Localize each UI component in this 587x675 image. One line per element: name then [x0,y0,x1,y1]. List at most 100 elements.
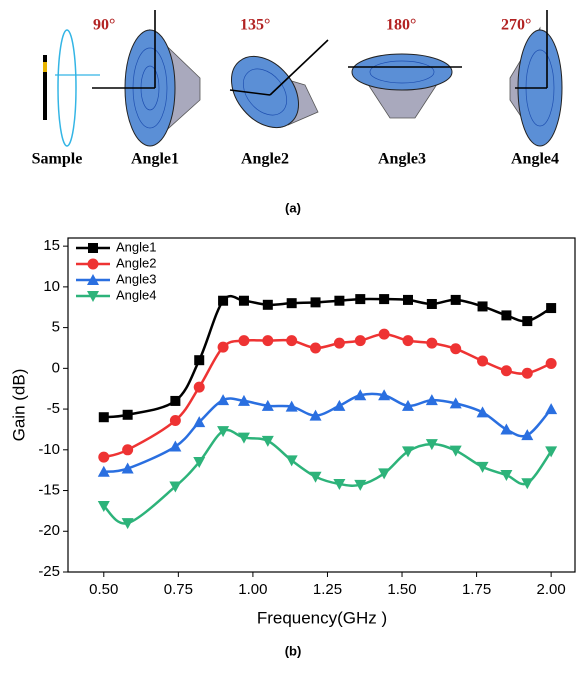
x-tick-label: 1.00 [238,581,267,598]
marker [309,471,322,483]
x-tick-label: 0.50 [89,581,118,598]
angle-label: 270° [501,17,531,34]
marker [521,429,534,441]
x-tick-label: 0.75 [164,581,193,598]
marker [310,342,322,354]
marker [170,395,181,406]
marker [194,355,205,366]
marker [500,470,513,482]
marker [122,409,133,420]
marker [402,335,414,347]
marker [425,439,438,451]
cone-ring [242,68,288,116]
marker [426,298,437,309]
marker [476,406,489,418]
marker [218,295,229,306]
marker [378,389,391,401]
panel-label: Angle4 [511,151,559,168]
marker [286,298,297,309]
marker [98,451,110,463]
marker [262,299,273,310]
y-tick-label: 10 [43,278,60,295]
marker [449,445,462,457]
y-tick-label: 15 [43,237,60,254]
marker [354,335,366,347]
x-tick-label: 1.25 [313,581,342,598]
marker [262,335,274,347]
marker [217,426,230,438]
caption: (a) [285,200,301,215]
marker [309,409,322,421]
marker [87,258,99,270]
panel-label: Angle1 [131,151,179,168]
legend-label: Angle2 [116,255,156,270]
marker [217,341,229,353]
marker [238,335,250,347]
legend-label: Angle4 [116,287,156,302]
marker [545,357,557,369]
marker [401,446,414,458]
illustration [43,10,563,147]
cone-disk [351,53,453,91]
y-axis-label: Gain (dB) [9,369,28,442]
y-tick-label: -20 [38,522,60,539]
marker [500,423,513,435]
series-line [102,428,553,525]
marker [379,294,390,305]
marker [450,343,462,355]
angle-label: 180° [386,17,416,34]
legend-label: Angle1 [116,239,156,254]
marker [97,501,110,513]
x-tick-label: 1.50 [387,581,416,598]
y-tick-label: -10 [38,441,60,458]
marker [169,414,181,426]
marker [333,479,346,491]
marker [87,291,99,302]
marker [477,301,488,312]
marker [449,397,462,409]
x-tick-label: 1.75 [462,581,491,598]
marker [261,435,274,447]
marker [237,432,250,444]
sample-loop [57,29,77,147]
axis-arrow [229,89,271,96]
angle-label: 135° [240,17,270,34]
panel-label: Sample [32,151,83,168]
marker [476,461,489,473]
x-tick-label: 2.00 [537,581,566,598]
y-tick-label: -5 [47,400,60,417]
marker [354,389,367,401]
marker [334,295,345,306]
cone-ring [369,60,435,84]
marker [500,365,512,377]
marker [88,243,98,253]
legend-label: Angle3 [116,271,156,286]
marker [193,457,206,469]
marker [333,337,345,349]
marker [87,274,99,285]
y-tick-label: 5 [52,319,60,336]
marker [261,399,274,411]
marker [193,416,206,428]
marker [522,316,533,327]
marker [193,381,205,393]
marker [169,440,182,452]
marker [545,446,558,458]
marker [169,481,182,493]
marker [121,518,134,530]
x-axis-label: Frequency(GHz ) [257,608,387,627]
panel-label: Angle3 [378,151,426,168]
marker [98,412,109,423]
marker [450,294,461,305]
angle-label: 90° [93,17,115,34]
marker [285,455,298,467]
marker [354,479,367,491]
marker [425,394,438,406]
marker [378,468,391,480]
marker [217,394,230,406]
marker [121,462,134,474]
marker [310,297,321,308]
marker [426,337,438,349]
marker [238,295,249,306]
